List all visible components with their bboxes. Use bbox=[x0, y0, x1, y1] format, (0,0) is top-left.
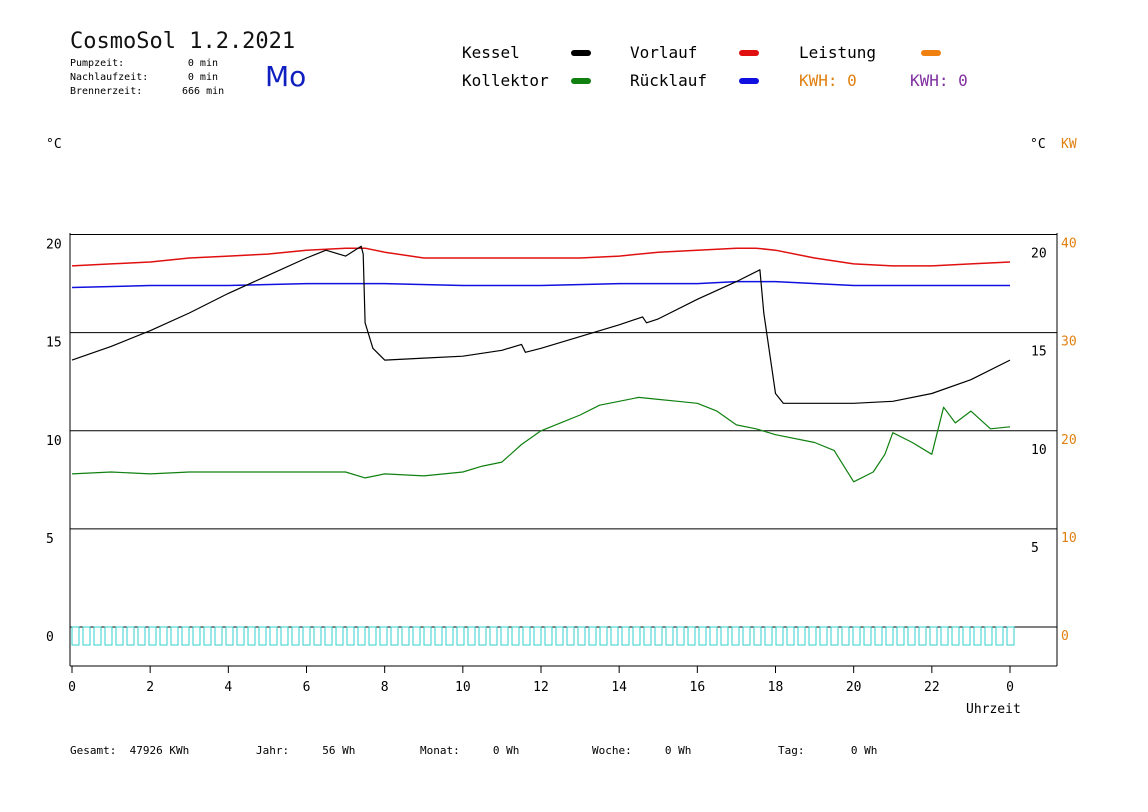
footer-jahr: Jahr: 56 Wh bbox=[256, 744, 356, 757]
stat-nachlaufzeit: Nachlaufzeit: 0 min bbox=[70, 72, 218, 83]
right-axis-kw-unit: KW bbox=[1061, 137, 1077, 152]
y-tick-label: 15 bbox=[46, 336, 62, 351]
stat-brennerzeit: Brennerzeit: 666 min bbox=[70, 86, 225, 97]
footer-monat: Monat: 0 Wh bbox=[420, 744, 520, 757]
x-tick-label: 18 bbox=[768, 680, 784, 695]
series-line-ruecklauf bbox=[71, 280, 1010, 289]
legend-kessel-label: Kessel bbox=[462, 43, 520, 62]
x-tick-label: 2 bbox=[146, 680, 154, 695]
y-kw-tick-label: 40 bbox=[1061, 237, 1077, 252]
y-kw-tick-label: 20 bbox=[1061, 433, 1077, 448]
y-right-tick-label: 10 bbox=[1031, 443, 1047, 458]
x-tick-label: 20 bbox=[846, 680, 862, 695]
x-tick-label: 22 bbox=[924, 680, 940, 695]
y-tick-label: 20 bbox=[46, 238, 62, 253]
y-kw-tick-label: 0 bbox=[1061, 629, 1069, 644]
weekday-label: Mo bbox=[265, 60, 307, 93]
legend-ruecklauf-swatch bbox=[739, 78, 759, 84]
series-line-vorlauf bbox=[71, 247, 1011, 267]
legend-kollektor-label: Kollektor bbox=[462, 71, 549, 90]
kwh-readout-1: KWH: 0 bbox=[799, 71, 857, 90]
y-tick-label: 5 bbox=[46, 532, 54, 547]
x-tick-label: 0 bbox=[68, 680, 76, 695]
legend-kessel-swatch bbox=[571, 50, 591, 56]
x-tick-label: 10 bbox=[455, 680, 471, 695]
y-kw-tick-label: 30 bbox=[1061, 335, 1077, 350]
x-tick-label: 16 bbox=[690, 680, 706, 695]
legend-leistung-label: Leistung bbox=[799, 43, 877, 62]
burner-pulse-trace bbox=[71, 626, 1015, 646]
y-right-tick-label: 15 bbox=[1031, 345, 1047, 360]
footer-tag: Tag: 0 Wh bbox=[778, 744, 878, 757]
legend-kollektor-swatch bbox=[571, 78, 591, 84]
y-tick-label: 0 bbox=[46, 630, 54, 645]
legend-vorlauf-swatch bbox=[739, 50, 759, 56]
stat-pumpzeit: Pumpzeit: 0 min bbox=[70, 58, 218, 69]
series-line-kessel bbox=[71, 245, 1011, 404]
x-tick-label: 4 bbox=[224, 680, 232, 695]
legend-ruecklauf-label: Rücklauf bbox=[630, 71, 708, 90]
x-tick-label: 6 bbox=[303, 680, 311, 695]
right-axis-unit: °C bbox=[1030, 137, 1046, 152]
x-tick-label: 14 bbox=[611, 680, 627, 695]
x-tick-label: 12 bbox=[533, 680, 549, 695]
legend-leistung-swatch bbox=[921, 50, 941, 56]
y-right-tick-label: 5 bbox=[1031, 541, 1039, 556]
left-axis-unit: °C bbox=[46, 137, 62, 152]
footer-woche: Woche: 0 Wh bbox=[592, 744, 692, 757]
chart-title: CosmoSol 1.2.2021 bbox=[70, 29, 296, 54]
y-kw-tick-label: 10 bbox=[1061, 531, 1077, 546]
x-tick-label: 8 bbox=[381, 680, 389, 695]
x-axis-label: Uhrzeit bbox=[966, 702, 1021, 717]
x-tick-label: 0 bbox=[1006, 680, 1014, 695]
y-tick-label: 10 bbox=[46, 434, 62, 449]
legend-vorlauf-label: Vorlauf bbox=[630, 43, 698, 62]
y-right-tick-label: 20 bbox=[1031, 247, 1047, 262]
kwh-readout-2: KWH: 0 bbox=[910, 71, 968, 90]
series-line-kollektor bbox=[71, 396, 1011, 483]
footer-gesamt: Gesamt: 47926 KWh bbox=[70, 744, 190, 757]
